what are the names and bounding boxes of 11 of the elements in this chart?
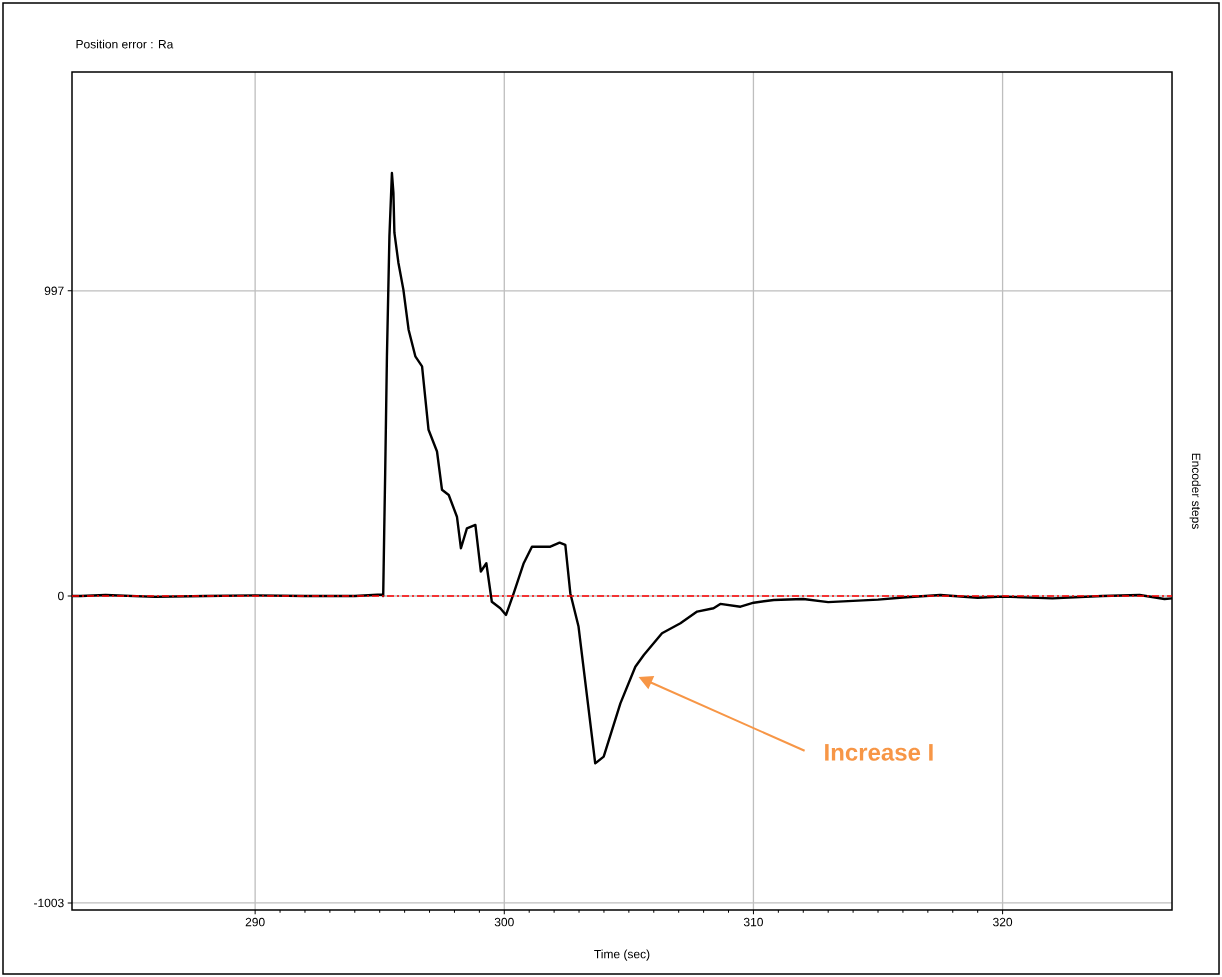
x-tick-label: 290 bbox=[245, 917, 265, 927]
x-tick-label: 310 bbox=[743, 917, 763, 927]
y-tick-label: 997 bbox=[44, 286, 64, 296]
chart-title: Position error : Ra bbox=[76, 39, 174, 49]
y-axis-title: Encoder steps bbox=[1189, 453, 1201, 529]
x-axis-title: Time (sec) bbox=[594, 949, 650, 961]
annotation: Increase I bbox=[825, 744, 933, 761]
y-tick-label: 0 bbox=[58, 591, 64, 601]
x-tick-label: 320 bbox=[993, 917, 1013, 927]
y-tick-label: -1003 bbox=[34, 898, 64, 908]
x-tick-label: 300 bbox=[494, 917, 514, 927]
